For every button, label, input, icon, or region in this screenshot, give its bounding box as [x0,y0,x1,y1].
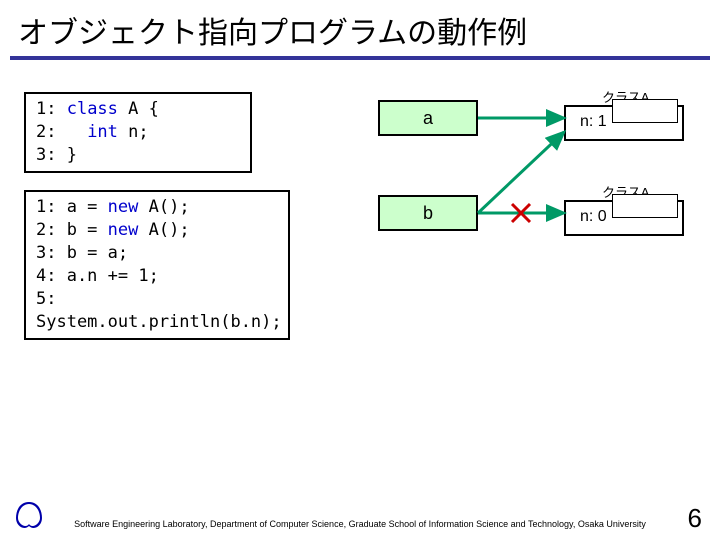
code-text: A { [118,99,159,119]
page-number: 6 [688,503,702,534]
variable-box-a: a [378,100,478,136]
keyword: int [87,122,118,142]
code-text: 2: [36,122,87,142]
code-line: 2: int n; [36,121,240,144]
code-line: 1: class A { [36,98,240,121]
page-title: オブジェクト指向プログラムの動作例 [0,0,720,54]
variable-box-b: b [378,195,478,231]
code-text: 1: a = [36,197,108,217]
code-line: 5: System.out.println(b.n); [36,288,278,334]
code-block-main: 1: a = new A(); 2: b = new A(); 3: b = a… [24,190,290,340]
field-box [612,194,678,218]
code-text: A(); [138,220,189,240]
code-line: 3: b = a; [36,242,278,265]
code-text: 2: b = [36,220,108,240]
variable-label: a [423,108,433,128]
content-area: 1: class A { 2: int n; 3: } 1: a = new A… [10,60,710,480]
code-line: 1: a = new A(); [36,196,278,219]
field-label: n: 1 [580,113,607,131]
code-line: 2: b = new A(); [36,219,278,242]
code-line: 3: } [36,144,240,167]
object-box-1: n: 1 [564,105,684,141]
field-label: n: 0 [580,208,607,226]
code-text: n; [118,122,149,142]
footer-text: Software Engineering Laboratory, Departm… [0,520,720,530]
variable-label: b [423,203,433,223]
code-text: A(); [138,197,189,217]
object-box-2: n: 0 [564,200,684,236]
code-line: 4: a.n += 1; [36,265,278,288]
keyword: new [108,197,139,217]
keyword: new [108,220,139,240]
code-block-class-def: 1: class A { 2: int n; 3: } [24,92,252,173]
field-box [612,99,678,123]
keyword: class [67,99,118,119]
code-text: 1: [36,99,67,119]
